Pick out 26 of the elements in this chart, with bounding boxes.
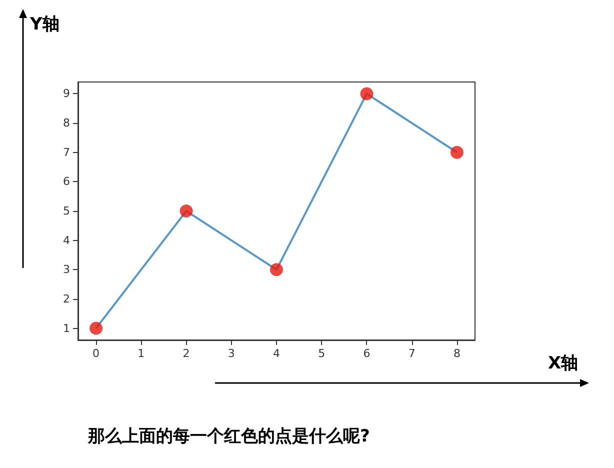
- y-tick-label: 7: [63, 146, 70, 159]
- y-tick-label: 5: [63, 204, 70, 218]
- y-tick-label: 1: [63, 322, 70, 335]
- x-tick-label: 1: [138, 347, 145, 360]
- x-tick-label: 7: [408, 347, 416, 360]
- y-tick-label: 9: [63, 87, 70, 100]
- y-tick-label: 8: [63, 116, 70, 130]
- x-tick-label: 0: [92, 347, 100, 360]
- x-tick-label: 6: [363, 347, 370, 360]
- x-tick-label: 4: [273, 347, 280, 360]
- x-tick-label: 8: [453, 347, 460, 360]
- point: [450, 146, 464, 159]
- y-axis-title: Y轴: [29, 14, 60, 34]
- x-axis-title: X轴: [548, 354, 578, 374]
- point: [360, 87, 374, 100]
- y-tick-label: 3: [63, 263, 70, 276]
- point: [270, 263, 283, 276]
- y-tick-label: 4: [63, 234, 70, 247]
- point: [180, 204, 193, 218]
- x-tick-label: 5: [318, 347, 326, 360]
- x-tick-label: 3: [228, 347, 235, 360]
- x-tick-label: 2: [182, 347, 190, 360]
- y-tick-label: 2: [63, 292, 70, 306]
- y-tick-label: 6: [63, 175, 70, 188]
- point: [90, 322, 103, 335]
- text: 那么上面的每一个红色的点是什么呢?: [87, 426, 370, 446]
